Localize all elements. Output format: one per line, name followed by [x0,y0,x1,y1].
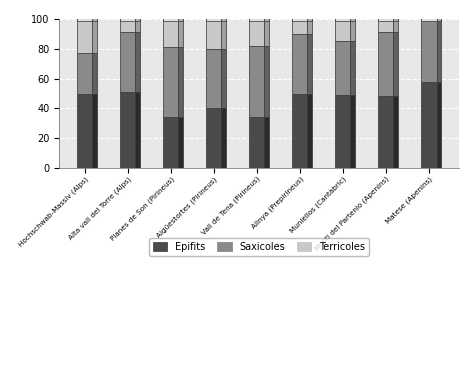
Bar [206,109,221,168]
Bar [437,81,441,168]
Bar [350,17,355,21]
Bar [178,48,182,117]
Legend: Epifits, Saxicoles, Terricoles: Epifits, Saxicoles, Terricoles [149,238,369,256]
Bar [221,109,226,168]
Bar [249,117,264,168]
Bar [77,93,92,168]
Bar [92,17,97,21]
Bar [164,48,178,117]
Bar [292,19,308,34]
Bar [264,19,269,46]
Bar [378,32,393,97]
Bar [350,19,355,41]
Bar [292,93,308,168]
Bar [120,32,136,92]
Bar [221,49,226,109]
Bar [120,92,136,168]
Bar [77,53,92,93]
Bar [92,19,97,53]
Bar [249,46,264,117]
Bar [264,17,269,21]
Bar [437,17,441,21]
Bar [292,34,308,93]
Bar [178,117,182,168]
Bar [206,49,221,109]
Bar [437,19,441,81]
Bar [77,19,92,53]
Bar [136,17,140,21]
Bar [221,17,226,21]
Bar [336,19,350,41]
Bar [421,81,437,168]
Bar [393,32,398,97]
Bar [378,19,393,32]
Bar [206,17,221,21]
Bar [221,19,226,49]
Bar [308,93,312,168]
Bar [164,117,178,168]
Bar [308,19,312,34]
Bar [206,19,221,49]
Bar [178,17,182,21]
Bar [308,17,312,21]
Bar [393,17,398,21]
Bar [350,95,355,168]
Bar [77,17,92,21]
Bar [249,17,264,21]
Bar [164,17,178,21]
Bar [136,92,140,168]
Bar [164,19,178,48]
Bar [178,19,182,48]
Bar [120,19,136,32]
Bar [92,93,97,168]
Bar [336,41,350,95]
Bar [421,17,437,21]
Bar [249,19,264,46]
Bar [308,34,312,93]
Bar [136,32,140,92]
Bar [350,41,355,95]
Bar [136,19,140,32]
Bar [393,19,398,32]
Bar [264,117,269,168]
Bar [336,17,350,21]
Bar [120,17,136,21]
Bar [264,46,269,117]
Bar [421,19,437,81]
Bar [393,97,398,168]
Bar [92,53,97,93]
Bar [378,17,393,21]
Bar [336,95,350,168]
Bar [378,97,393,168]
Bar [292,17,308,21]
